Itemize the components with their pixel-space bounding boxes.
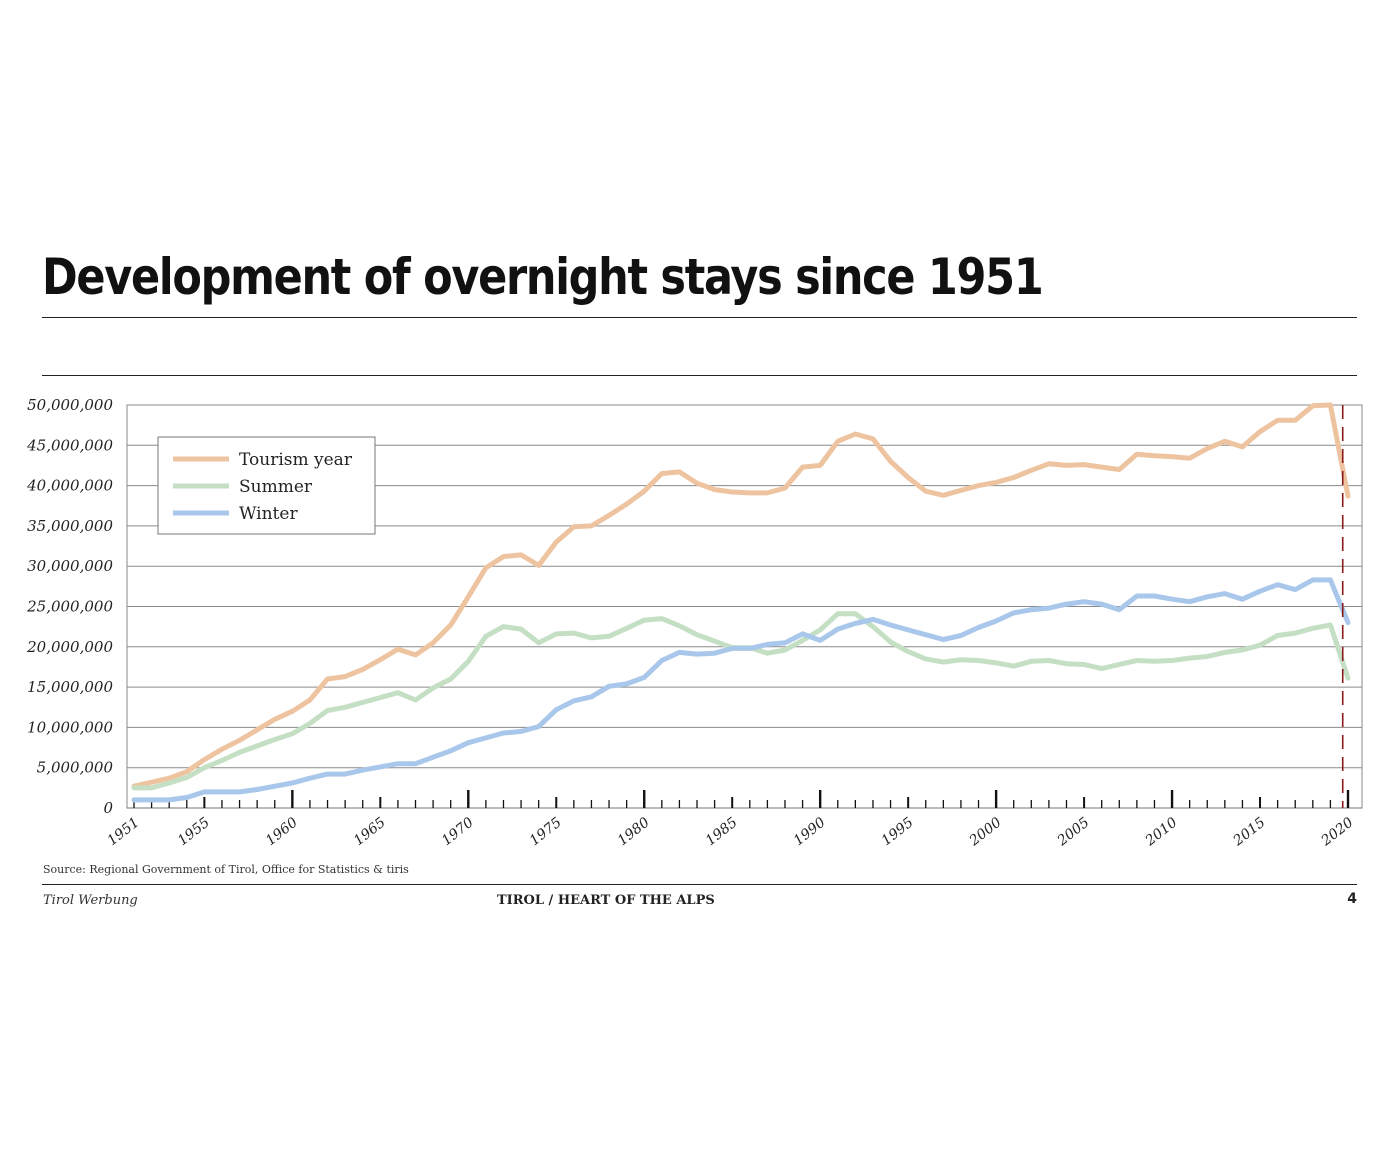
x-tick-label: 1990 [791,814,829,849]
x-tick-label: 1970 [439,814,477,849]
x-tick-label: 1955 [175,814,213,849]
x-axis: 1951 1955 1960 1965 1970 1975 1980 1985 1990 1995… [105,790,1362,850]
series-line-0 [131,402,1351,789]
x-tick-label: 2020 [1318,814,1357,849]
y-tick-label: 45,000,000 [26,436,113,454]
footer-publication: TIROL / HEART OF THE ALPS [497,893,715,908]
y-tick-label: 15,000,000 [27,678,113,696]
x-tick-label: 2000 [966,814,1005,849]
source-note: Source: Regional Government of Tirol, Of… [43,863,409,876]
y-tick-label: 25,000,000 [26,598,113,616]
legend-label: Tourism year [239,450,353,470]
series-line-2 [131,577,1351,803]
page-number: 4 [1347,891,1357,907]
x-tick-label: 1980 [615,814,653,849]
y-tick-label: 5,000,000 [37,759,114,777]
y-tick-label: 20,000,000 [26,638,113,656]
x-tick-label: 1995 [879,814,917,849]
y-tick-label: 35,000,000 [27,517,113,535]
footer-brand: Tirol Werbung [43,893,138,908]
chart-top-divider [42,375,1357,376]
x-tick-label: 1965 [351,814,389,849]
series-line-1 [131,611,1351,791]
footer-divider [42,884,1357,885]
legend: Tourism year Summer Winter [157,436,376,535]
y-tick-label: 10,000,000 [27,718,113,736]
x-tick-label: 2010 [1142,814,1181,849]
x-tick-label: 2005 [1054,814,1093,849]
legend-label: Summer [239,477,313,497]
page-title: Development of overnight stays since 195… [42,248,1044,306]
y-tick-label: 0 [103,799,113,817]
x-tick-label: 1960 [263,814,301,849]
x-tick-label: 1951 [105,815,143,850]
x-tick-label: 1975 [527,814,565,849]
legend-label: Winter [239,504,298,524]
y-tick-label: 30,000,000 [27,557,113,575]
y-tick-label: 40,000,000 [26,477,113,495]
y-tick-label: 50,000,000 [27,396,113,414]
x-tick-label: 1985 [703,814,741,849]
series-lines [131,402,1351,803]
overnight-stays-chart: 0 5,000,000 10,000,000 15,000,000 20,000,000… [26,396,1363,850]
x-tick-label: 2015 [1230,814,1269,849]
y-axis-labels: 0 5,000,000 10,000,000 15,000,000 20,000,000… [26,396,113,817]
title-divider [42,317,1357,318]
